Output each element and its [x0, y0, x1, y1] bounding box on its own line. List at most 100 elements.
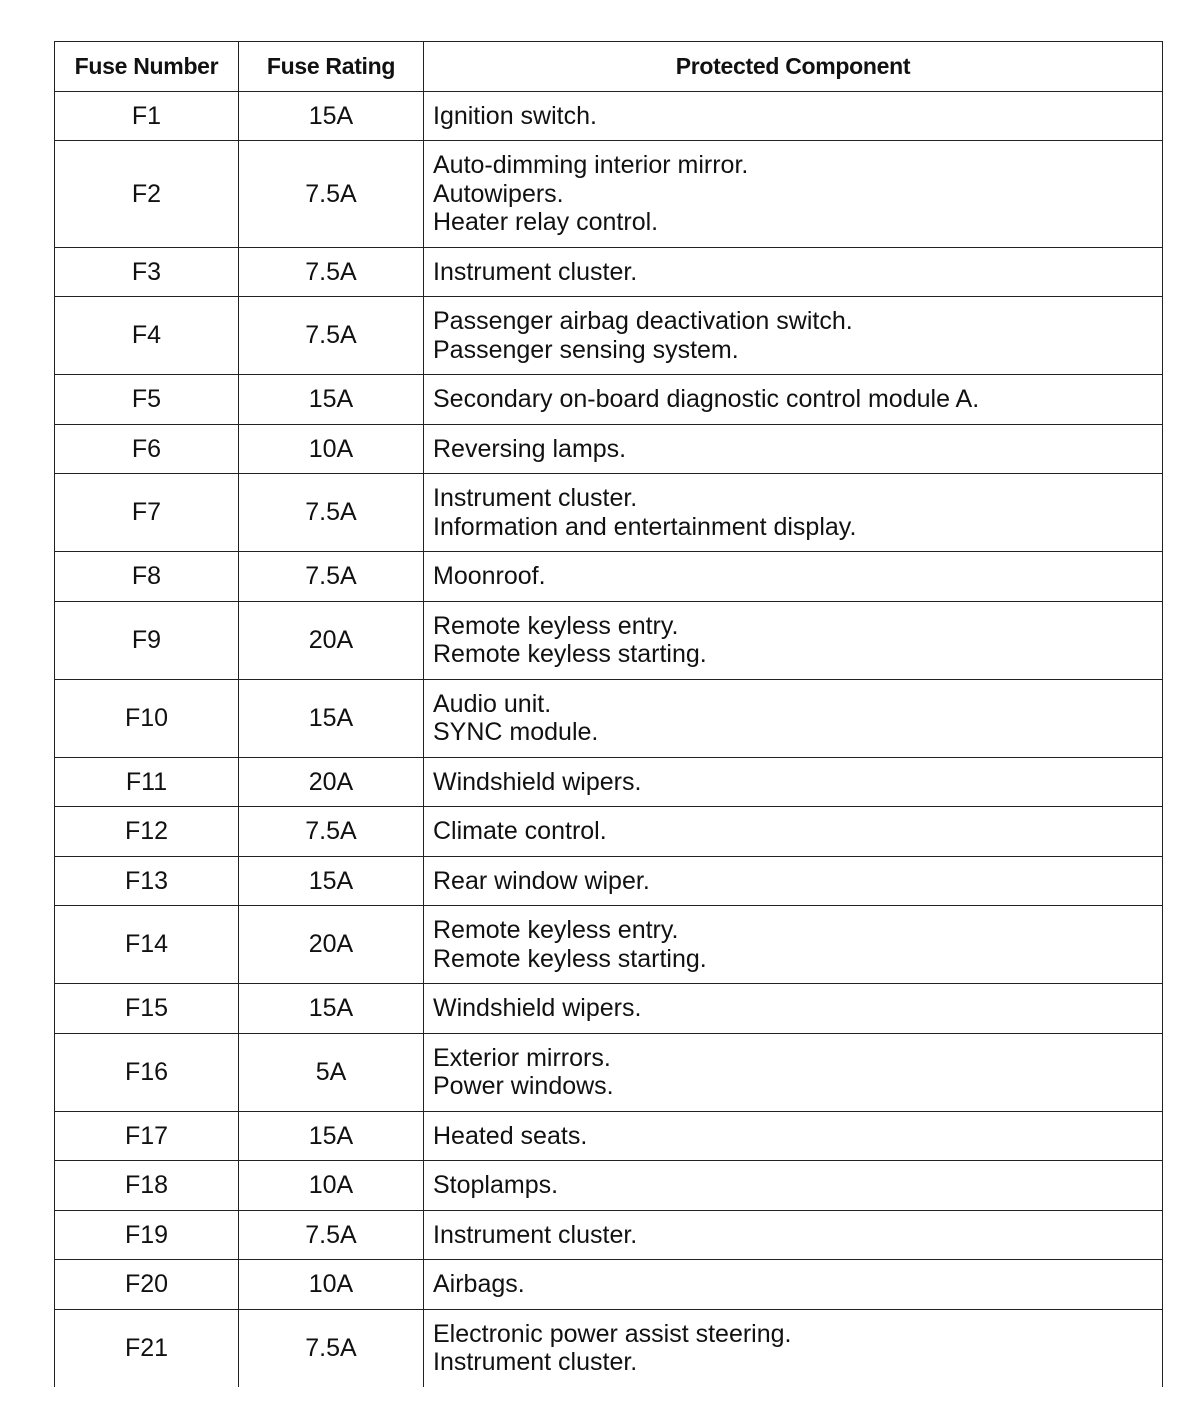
fuse-number: F6	[54, 423, 239, 474]
fuse-number: F8	[54, 551, 239, 602]
fuse-rating: 15A	[238, 678, 424, 758]
fuse-rating: 20A	[238, 756, 424, 807]
fuse-number: F13	[54, 855, 239, 906]
component-line: Exterior mirrors.	[433, 1043, 611, 1072]
component-line: Rear window wiper.	[433, 866, 650, 895]
protected-component: Moonroof.	[423, 551, 1163, 602]
fuse-number: F16	[54, 1032, 239, 1112]
protected-component: Audio unit. SYNC module.	[423, 678, 1163, 758]
header-cell: Protected Component	[423, 41, 1163, 92]
protected-component: Windshield wipers.	[423, 983, 1163, 1034]
table-row: F9 20A Remote keyless entry. Remote keyless…	[54, 600, 1163, 680]
table-row: F11 20A Windshield wipers.	[54, 756, 1163, 807]
component-line: Stoplamps.	[433, 1171, 559, 1199]
fuse-rating: 15A	[238, 374, 424, 425]
table-row: F5 15A Secondary on-board diagnostic contr…	[54, 374, 1163, 425]
fuse-number: F19	[54, 1209, 239, 1260]
fuse-number: F2	[54, 140, 239, 248]
component-line: Power windows.	[433, 1072, 614, 1100]
fuse-number: F9	[54, 600, 239, 680]
component-line: Instrument cluster.	[433, 1220, 638, 1249]
table-row: F3 7.5A Instrument cluster.	[54, 246, 1163, 297]
fuse-rating: 7.5A	[238, 296, 424, 375]
fuse-number: F14	[54, 905, 239, 984]
fuse-number: F12	[54, 806, 239, 857]
component-line: Ignition switch.	[433, 101, 597, 130]
fuse-rating: 7.5A	[238, 140, 424, 248]
table-body: F1 15A Ignition switch. F2 7.5A Auto-dimming …	[54, 90, 1163, 1387]
protected-component: Airbags.	[423, 1259, 1163, 1310]
protected-component: Secondary on-board diagnostic control mo…	[423, 374, 1163, 425]
fuse-number: F1	[54, 90, 239, 141]
table-row: F20 10A Airbags.	[54, 1259, 1163, 1310]
fuse-rating: 7.5A	[238, 551, 424, 602]
protected-component: Ignition switch.	[423, 90, 1163, 141]
component-line: Remote keyless entry.	[433, 916, 679, 944]
component-line: Instrument cluster.	[433, 257, 638, 286]
protected-component: Instrument cluster.	[423, 246, 1163, 297]
fuse-rating: 10A	[238, 423, 424, 474]
component-line: Electronic power assist steering.	[433, 1319, 792, 1348]
protected-component: Instrument cluster.	[423, 1209, 1163, 1260]
fuse-rating: 20A	[238, 905, 424, 984]
fuse-rating: 10A	[238, 1160, 424, 1211]
fuse-rating: 7.5A	[238, 1308, 424, 1387]
fuse-number: F3	[54, 246, 239, 297]
table-header: Fuse Number Fuse Rating Protected Compon…	[54, 41, 1163, 92]
component-line: Airbags.	[433, 1270, 525, 1298]
table-row: F6 10A Reversing lamps.	[54, 423, 1163, 474]
table-row: F16 5A Exterior mirrors. Power windows.	[54, 1032, 1163, 1112]
component-line: Windshield wipers.	[433, 994, 642, 1022]
component-line: Remote keyless entry.	[433, 611, 679, 640]
fuse-number: F4	[54, 296, 239, 375]
component-line: Remote keyless starting.	[433, 640, 707, 668]
fuse-number: F7	[54, 473, 239, 552]
protected-component: Instrument cluster. Information and enter…	[423, 473, 1163, 552]
fuse-number: F17	[54, 1110, 239, 1161]
component-line: Climate control.	[433, 817, 607, 845]
table-row: F17 15A Heated seats.	[54, 1110, 1163, 1161]
fuse-rating: 15A	[238, 1110, 424, 1161]
fuse-rating: 15A	[238, 855, 424, 906]
table-row: F10 15A Audio unit. SYNC module.	[54, 678, 1163, 758]
table-row: F4 7.5A Passenger airbag deactivation swit…	[54, 296, 1163, 375]
component-line: Passenger airbag deactivation switch.	[433, 307, 853, 335]
component-line: Auto-dimming interior mirror.	[433, 151, 749, 179]
protected-component: Remote keyless entry. Remote keyless star…	[423, 905, 1163, 984]
header-row: Fuse Number Fuse Rating Protected Compon…	[54, 41, 1163, 92]
protected-component: Heated seats.	[423, 1110, 1163, 1161]
protected-component: Rear window wiper.	[423, 855, 1163, 906]
protected-component: Auto-dimming interior mirror. Autowipers.…	[423, 140, 1163, 248]
fuse-rating: 7.5A	[238, 806, 424, 857]
table-row: F2 7.5A Auto-dimming interior mirror. Autow…	[54, 140, 1163, 248]
component-line: Autowipers.	[433, 179, 564, 208]
fuse-number: F11	[54, 756, 239, 807]
fuse-rating: 5A	[238, 1032, 424, 1112]
component-line: Moonroof.	[433, 562, 546, 590]
component-line: Remote keyless starting.	[433, 944, 707, 973]
fuse-number: F10	[54, 678, 239, 758]
header-cell: Fuse Number	[54, 41, 239, 92]
fuse-rating: 15A	[238, 90, 424, 141]
protected-component: Remote keyless entry. Remote keyless star…	[423, 600, 1163, 680]
table-row: F19 7.5A Instrument cluster.	[54, 1209, 1163, 1260]
header-cell: Fuse Rating	[238, 41, 424, 92]
table-row: F7 7.5A Instrument cluster. Information and…	[54, 473, 1163, 552]
component-line: Heated seats.	[433, 1121, 588, 1150]
fuse-number: F5	[54, 374, 239, 425]
table-row: F8 7.5A Moonroof.	[54, 551, 1163, 602]
fuse-rating: 7.5A	[238, 246, 424, 297]
component-line: Secondary on-board diagnostic control mo…	[433, 385, 980, 413]
protected-component: Stoplamps.	[423, 1160, 1163, 1211]
table-row: F12 7.5A Climate control.	[54, 806, 1163, 857]
component-line: Passenger sensing system.	[433, 335, 739, 364]
component-line: SYNC module.	[433, 718, 599, 746]
protected-component: Reversing lamps.	[423, 423, 1163, 474]
table-row: F1 15A Ignition switch.	[54, 90, 1163, 141]
table-row: F21 7.5A Electronic power assist steering.…	[54, 1308, 1163, 1387]
table-row: F14 20A Remote keyless entry. Remote keyles…	[54, 905, 1163, 984]
fuse-number: F21	[54, 1308, 239, 1387]
fuse-number: F20	[54, 1259, 239, 1310]
protected-component: Exterior mirrors. Power windows.	[423, 1032, 1163, 1112]
